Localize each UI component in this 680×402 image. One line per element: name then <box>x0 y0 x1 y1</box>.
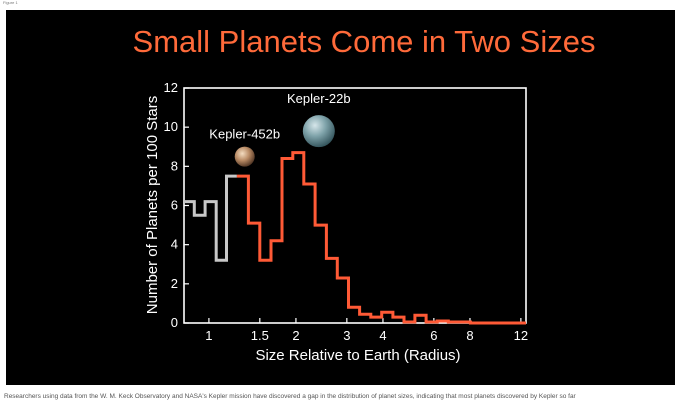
y-tick-label: 0 <box>171 315 178 330</box>
figure-caption: Researchers using data from the W. M. Ke… <box>4 393 576 400</box>
x-axis-ticks: 1 1.5 2 3 4 6 8 12 <box>205 318 528 343</box>
x-tick-label: 8 <box>466 328 473 343</box>
chart-figure: Small Planets Come in Two Sizes 0 2 4 6 8 10 1… <box>6 10 675 385</box>
planet-label: Kepler-452b <box>209 127 280 142</box>
x-axis-label: Size Relative to Earth (Radius) <box>255 347 460 364</box>
kepler-452b-planet-icon <box>234 146 255 167</box>
series-layer <box>184 151 526 325</box>
x-tick-label: 1.5 <box>251 328 269 343</box>
chart-title: Small Planets Come in Two Sizes <box>133 24 596 59</box>
figure-top-label: Figure 1 <box>3 0 18 5</box>
histogram-series-1 <box>184 174 237 262</box>
y-tick-label: 8 <box>171 158 178 173</box>
y-axis-label: Number of Planets per 100 Stars <box>144 96 161 314</box>
chart-svg: Small Planets Come in Two Sizes 0 2 4 6 8 10 1… <box>133 24 596 364</box>
annotation-layer: Kepler-452b Kepler-22b <box>209 91 351 167</box>
kepler-22b-planet-icon <box>302 115 335 148</box>
y-tick-label: 12 <box>164 80 178 95</box>
y-tick-label: 2 <box>171 276 178 291</box>
y-axis-ticks: 0 2 4 6 8 10 12 <box>164 80 189 330</box>
figure-top-strip: Figure 1 <box>0 0 680 10</box>
y-tick-label: 6 <box>171 198 178 213</box>
y-tick-label: 10 <box>164 119 178 134</box>
y-tick-label: 4 <box>171 237 178 252</box>
x-tick-label: 12 <box>514 328 528 343</box>
x-tick-label: 3 <box>343 328 350 343</box>
plot-frame <box>183 87 527 324</box>
x-tick-label: 4 <box>379 328 386 343</box>
x-tick-label: 1 <box>205 328 212 343</box>
x-tick-label: 2 <box>292 328 299 343</box>
histogram-series-2 <box>236 151 526 325</box>
planet-label: Kepler-22b <box>287 91 351 106</box>
x-tick-label: 6 <box>430 328 437 343</box>
